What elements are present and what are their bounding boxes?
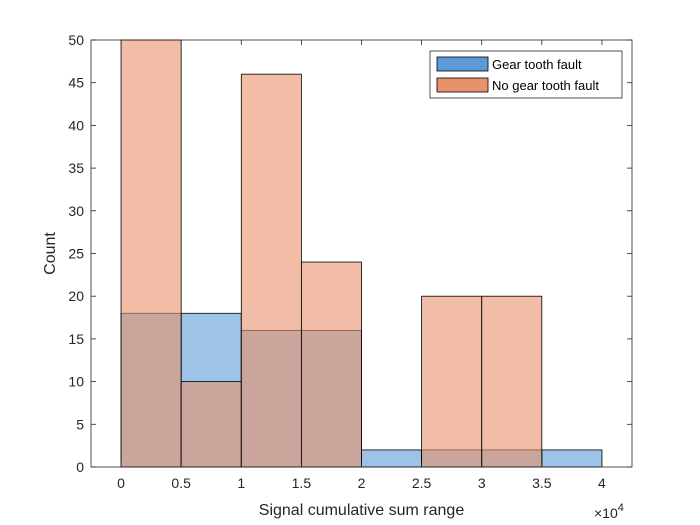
legend-swatch-no-gear-tooth-fault [436,77,489,93]
y-tick-label: 5 [76,416,84,432]
x-tick-label: 4 [598,475,606,491]
bar-no-gear-tooth-fault-2 [240,73,302,468]
legend-entry-gear-tooth-fault: Gear tooth fault [492,57,582,72]
legend-entry-no-gear-tooth-fault: No gear tooth fault [492,78,599,93]
y-tick-label: 35 [68,160,84,176]
y-tick-label: 30 [68,203,84,219]
bar-no-gear-tooth-fault-3 [300,261,362,468]
bar-gear-tooth-fault-7 [541,449,603,468]
bar-no-gear-tooth-fault-5 [421,295,483,468]
x-exponent-power: 4 [618,502,624,514]
bars-group [120,39,603,468]
x-tick-label: 2.5 [412,475,432,491]
bar-no-gear-tooth-fault-1 [180,381,242,468]
x-tick-label: 2 [358,475,366,491]
x-exponent-base: ×10 [594,505,618,521]
y-tick-label: 15 [68,331,84,347]
y-tick-label: 40 [68,117,84,133]
y-tick-label: 50 [68,32,84,48]
x-axis-exponent: ×104 [594,502,624,521]
y-tick-label: 0 [76,459,84,475]
bar-no-gear-tooth-fault-6 [481,295,543,468]
legend: Gear tooth fault No gear tooth fault [429,50,623,99]
x-tick-label: 0.5 [171,475,191,491]
x-tick-label: 1.5 [292,475,312,491]
bar-gear-tooth-fault-4 [361,449,423,468]
x-tick-label: 0 [117,475,125,491]
y-tick-label: 20 [68,288,84,304]
y-tick-label: 45 [68,75,84,91]
x-tick-label: 3 [478,475,486,491]
x-tick-label: 3.5 [532,475,552,491]
y-axis-label: Count [42,232,59,275]
bar-no-gear-tooth-fault-0 [120,39,182,468]
legend-swatch-gear-tooth-fault [436,56,489,72]
x-axis-label: Signal cumulative sum range [259,502,465,519]
x-tick-label: 1 [237,475,245,491]
y-tick-label: 25 [68,246,84,262]
y-tick-label: 10 [68,374,84,390]
